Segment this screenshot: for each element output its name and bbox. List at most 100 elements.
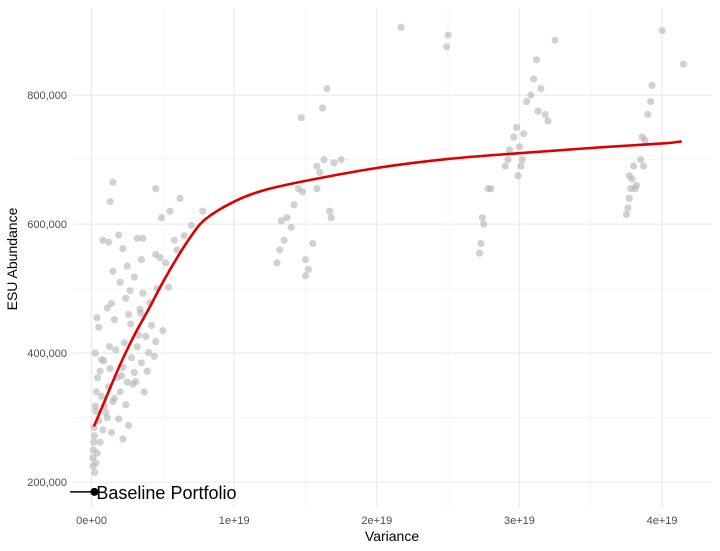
data-point — [147, 321, 156, 330]
data-point — [625, 194, 633, 202]
data-point — [514, 172, 522, 180]
fitted-curve — [93, 140, 682, 427]
data-point — [510, 133, 518, 141]
data-point — [105, 238, 113, 246]
data-point — [166, 207, 174, 215]
data-point — [95, 323, 103, 331]
data-point — [122, 294, 130, 302]
data-point — [120, 339, 128, 347]
data-point — [443, 43, 451, 51]
data-point — [527, 91, 535, 99]
data-point — [280, 236, 288, 244]
data-point — [273, 259, 281, 267]
data-point — [504, 156, 512, 164]
data-point — [109, 267, 117, 275]
data-point — [530, 75, 538, 83]
data-point — [309, 239, 317, 248]
data-point — [133, 343, 141, 351]
data-point — [92, 388, 100, 396]
data-point — [135, 331, 143, 339]
data-point — [103, 304, 111, 312]
data-point — [287, 223, 295, 231]
data-point — [319, 104, 327, 112]
data-point — [117, 372, 126, 380]
data-point — [99, 236, 107, 244]
data-point — [679, 60, 688, 68]
baseline-portfolio-label: Baseline Portfolio — [96, 483, 236, 503]
x-tick-label: 4e+19 — [647, 515, 678, 527]
data-point — [89, 446, 97, 454]
data-point — [144, 348, 153, 357]
data-point — [397, 23, 405, 31]
data-point — [501, 162, 509, 170]
scatter-points — [89, 23, 688, 477]
data-point — [487, 185, 495, 193]
data-point — [505, 146, 514, 154]
data-point — [139, 234, 147, 242]
data-point — [644, 110, 652, 119]
data-point — [176, 194, 184, 202]
data-point — [629, 162, 638, 170]
data-point — [137, 256, 146, 264]
data-point — [170, 236, 178, 244]
data-point — [112, 346, 120, 354]
data-point — [277, 217, 285, 225]
data-point — [90, 432, 98, 440]
data-point — [283, 214, 291, 222]
data-point — [133, 234, 141, 242]
data-point — [544, 117, 552, 125]
data-point — [102, 408, 110, 417]
data-point — [90, 438, 98, 446]
data-point — [159, 326, 167, 335]
data-point — [164, 283, 173, 291]
x-tick-label: 1e+19 — [219, 515, 250, 527]
data-point — [130, 368, 138, 377]
y-axis-ticks: 200,000 400,000 600,000 800,000 — [27, 90, 67, 489]
data-point — [320, 156, 328, 164]
data-point — [93, 314, 101, 322]
data-point — [639, 162, 648, 170]
data-point — [150, 352, 158, 360]
data-point — [478, 214, 486, 222]
data-point — [137, 359, 146, 367]
data-point — [637, 156, 645, 164]
data-point — [541, 110, 549, 119]
y-tick-label: 200,000 — [27, 477, 67, 489]
data-point — [180, 232, 188, 240]
data-point — [631, 185, 639, 193]
data-point — [152, 337, 160, 346]
data-point — [537, 85, 545, 93]
data-point — [110, 316, 118, 324]
data-point — [624, 204, 632, 212]
data-point — [127, 320, 135, 328]
data-point — [123, 262, 131, 270]
minor-gridlines — [73, 8, 712, 508]
data-point — [297, 114, 305, 122]
data-point — [532, 56, 541, 64]
data-point — [115, 231, 123, 239]
data-point — [477, 239, 485, 248]
data-point — [91, 349, 99, 357]
data-point — [96, 438, 104, 446]
data-point — [301, 272, 310, 280]
data-point — [107, 428, 116, 437]
y-tick-label: 600,000 — [27, 219, 67, 231]
data-point — [276, 246, 284, 254]
data-point — [326, 207, 334, 215]
data-point — [92, 407, 100, 415]
data-point — [313, 185, 321, 193]
data-point — [658, 26, 666, 35]
x-axis-ticks: 0e+00 1e+19 2e+19 3e+19 4e+19 — [76, 515, 677, 527]
data-point — [162, 259, 170, 267]
y-tick-label: 800,000 — [27, 90, 67, 102]
data-point — [119, 435, 127, 443]
x-tick-label: 2e+19 — [361, 515, 392, 527]
data-point — [444, 31, 452, 39]
data-point — [330, 159, 338, 167]
data-point — [96, 367, 104, 375]
data-point — [515, 143, 524, 151]
data-point — [137, 309, 145, 317]
data-point — [475, 249, 484, 257]
